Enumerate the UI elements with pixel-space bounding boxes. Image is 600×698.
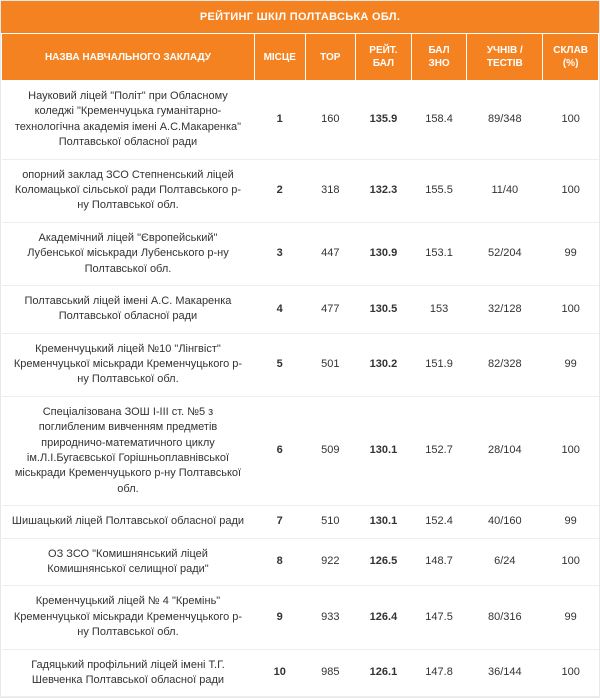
cell-name: Науковий ліцей "Політ" при Обласному кол… [2,81,255,160]
cell-tests: 11/40 [467,159,543,222]
col-header-top: ТОР [305,34,356,81]
cell-name: Спеціалізована ЗОШ І-ІІІ ст. №5 з поглиб… [2,396,255,505]
cell-tests: 36/144 [467,649,543,697]
cell-top: 501 [305,333,356,396]
cell-rating: 130.1 [356,396,412,505]
cell-rating: 130.5 [356,285,412,333]
table-row: опорний заклад ЗСО Степненський ліцей Ко… [2,159,599,222]
cell-zno: 147.8 [411,649,467,697]
table-row: Шишацький ліцей Полтавської обласної рад… [2,506,599,538]
title-bar: РЕЙТИНГ ШКІЛ ПОЛТАВСЬКА ОБЛ. [1,1,599,33]
cell-tests: 80/316 [467,586,543,649]
cell-name: Гадяцький профільний ліцей імені Т.Г. Ше… [2,649,255,697]
cell-zno: 151.9 [411,333,467,396]
cell-rating: 130.1 [356,506,412,538]
cell-tests: 28/104 [467,396,543,505]
cell-place: 3 [254,222,305,285]
cell-tests: 89/348 [467,81,543,160]
ranking-table: НАЗВА НАВЧАЛЬНОГО ЗАКЛАДУ МІСЦЕ ТОР РЕЙТ… [1,33,599,697]
col-header-place: МІСЦЕ [254,34,305,81]
cell-place: 7 [254,506,305,538]
cell-rating: 130.2 [356,333,412,396]
cell-rating: 130.9 [356,222,412,285]
ranking-container: РЕЙТИНГ ШКІЛ ПОЛТАВСЬКА ОБЛ. НАЗВА НАВЧА… [0,0,600,698]
cell-rating: 126.5 [356,538,412,586]
cell-pass: 100 [543,285,599,333]
cell-zno: 158.4 [411,81,467,160]
cell-name: Полтавський ліцей імені А.С. Макаренка П… [2,285,255,333]
cell-top: 509 [305,396,356,505]
col-header-pass: СКЛАВ(%) [543,34,599,81]
cell-place: 1 [254,81,305,160]
cell-name: Шишацький ліцей Полтавської обласної рад… [2,506,255,538]
cell-rating: 135.9 [356,81,412,160]
table-row: Полтавський ліцей імені А.С. Макаренка П… [2,285,599,333]
cell-zno: 153 [411,285,467,333]
table-row: Спеціалізована ЗОШ І-ІІІ ст. №5 з поглиб… [2,396,599,505]
cell-place: 2 [254,159,305,222]
cell-pass: 99 [543,506,599,538]
cell-name: Академічний ліцей "Європейський" Лубенсь… [2,222,255,285]
cell-pass: 100 [543,538,599,586]
cell-tests: 52/204 [467,222,543,285]
cell-tests: 82/328 [467,333,543,396]
cell-place: 9 [254,586,305,649]
table-row: ОЗ ЗСО "Комишнянський ліцей Комишнянсько… [2,538,599,586]
cell-zno: 147.5 [411,586,467,649]
cell-zno: 153.1 [411,222,467,285]
cell-tests: 40/160 [467,506,543,538]
title-text: РЕЙТИНГ ШКІЛ ПОЛТАВСЬКА ОБЛ. [200,11,400,23]
cell-zno: 152.4 [411,506,467,538]
cell-place: 4 [254,285,305,333]
table-row: Науковий ліцей "Політ" при Обласному кол… [2,81,599,160]
cell-zno: 155.5 [411,159,467,222]
cell-rating: 126.4 [356,586,412,649]
col-header-name: НАЗВА НАВЧАЛЬНОГО ЗАКЛАДУ [2,34,255,81]
table-row: Академічний ліцей "Європейський" Лубенсь… [2,222,599,285]
cell-pass: 100 [543,81,599,160]
cell-place: 5 [254,333,305,396]
cell-name: Кременчуцький ліцей №10 "Лінгвіст" Креме… [2,333,255,396]
cell-tests: 6/24 [467,538,543,586]
cell-top: 477 [305,285,356,333]
cell-zno: 152.7 [411,396,467,505]
cell-place: 8 [254,538,305,586]
table-row: Кременчуцький ліцей № 4 "Кремінь" Кремен… [2,586,599,649]
cell-rating: 126.1 [356,649,412,697]
cell-name: ОЗ ЗСО "Комишнянський ліцей Комишнянсько… [2,538,255,586]
col-header-tests: УЧНІВ /ТЕСТІВ [467,34,543,81]
cell-name: Кременчуцький ліцей № 4 "Кремінь" Кремен… [2,586,255,649]
cell-tests: 32/128 [467,285,543,333]
cell-zno: 148.7 [411,538,467,586]
cell-rating: 132.3 [356,159,412,222]
cell-top: 933 [305,586,356,649]
table-row: Кременчуцький ліцей №10 "Лінгвіст" Креме… [2,333,599,396]
cell-top: 985 [305,649,356,697]
cell-place: 10 [254,649,305,697]
cell-top: 318 [305,159,356,222]
cell-pass: 100 [543,649,599,697]
col-header-rating: РЕЙТ.БАЛ [356,34,412,81]
cell-top: 447 [305,222,356,285]
cell-pass: 99 [543,586,599,649]
cell-name: опорний заклад ЗСО Степненський ліцей Ко… [2,159,255,222]
table-body: Науковий ліцей "Політ" при Обласному кол… [2,81,599,697]
table-row: Гадяцький профільний ліцей імені Т.Г. Ше… [2,649,599,697]
cell-top: 922 [305,538,356,586]
cell-top: 160 [305,81,356,160]
cell-top: 510 [305,506,356,538]
cell-pass: 100 [543,396,599,505]
cell-pass: 99 [543,222,599,285]
cell-place: 6 [254,396,305,505]
cell-pass: 100 [543,159,599,222]
cell-pass: 99 [543,333,599,396]
col-header-zno: БАЛЗНО [411,34,467,81]
table-head: НАЗВА НАВЧАЛЬНОГО ЗАКЛАДУ МІСЦЕ ТОР РЕЙТ… [2,34,599,81]
